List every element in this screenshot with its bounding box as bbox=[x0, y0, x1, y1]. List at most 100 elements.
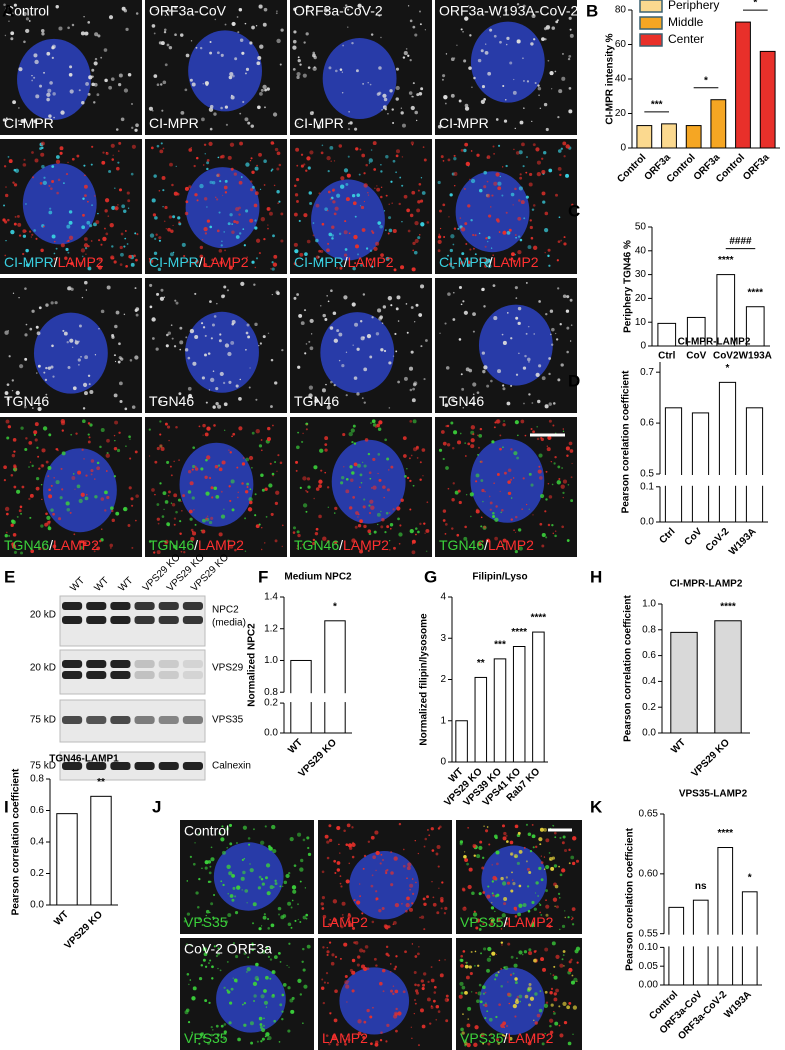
speckle bbox=[389, 523, 394, 527]
speckle bbox=[153, 174, 157, 178]
speckle bbox=[131, 144, 136, 149]
speckle bbox=[543, 920, 545, 923]
speckle bbox=[153, 32, 156, 35]
speckle bbox=[275, 490, 280, 495]
speckle bbox=[542, 967, 547, 972]
speckle bbox=[177, 498, 181, 502]
speckle bbox=[230, 341, 235, 345]
speckle bbox=[329, 326, 334, 330]
significance-label: **** bbox=[511, 627, 527, 638]
speckle bbox=[335, 1043, 339, 1046]
speckle bbox=[367, 192, 369, 194]
speckle bbox=[135, 12, 139, 15]
speckle bbox=[306, 239, 311, 244]
speckle bbox=[210, 1026, 213, 1029]
speckle bbox=[410, 306, 414, 309]
speckle bbox=[568, 960, 572, 964]
speckle bbox=[37, 364, 41, 368]
speckle bbox=[206, 159, 210, 162]
speckle bbox=[371, 231, 375, 234]
speckle bbox=[276, 151, 281, 156]
speckle bbox=[503, 420, 505, 422]
label-part: TGN46 bbox=[439, 393, 484, 409]
speckle bbox=[454, 185, 456, 187]
speckle bbox=[351, 302, 356, 307]
speckle bbox=[100, 243, 103, 246]
speckle bbox=[74, 339, 77, 342]
speckle bbox=[549, 1030, 554, 1034]
speckle bbox=[303, 213, 308, 218]
speckle bbox=[156, 503, 160, 506]
speckle bbox=[392, 159, 396, 163]
significance-label: ns bbox=[695, 881, 707, 892]
speckle bbox=[541, 1034, 544, 1037]
x-tick-label: WT bbox=[52, 909, 71, 928]
speckle bbox=[48, 184, 51, 187]
speckle bbox=[201, 867, 203, 869]
bar bbox=[657, 322, 677, 347]
speckle bbox=[296, 530, 300, 534]
speckle bbox=[385, 871, 388, 875]
speckle bbox=[407, 229, 411, 233]
bar bbox=[474, 676, 488, 763]
speckle bbox=[332, 189, 335, 192]
speckle bbox=[538, 94, 540, 97]
speckle bbox=[486, 155, 491, 159]
speckle bbox=[357, 1031, 362, 1036]
speckle bbox=[528, 870, 532, 874]
speckle bbox=[357, 3, 362, 8]
speckle bbox=[521, 142, 525, 147]
speckle bbox=[518, 884, 522, 888]
speckle bbox=[204, 432, 209, 437]
speckle bbox=[354, 322, 359, 327]
y-tick-label: 0.7 bbox=[640, 367, 654, 378]
speckle bbox=[188, 185, 192, 189]
speckle bbox=[340, 176, 345, 181]
speckle bbox=[80, 492, 85, 497]
speckle bbox=[491, 902, 493, 904]
speckle bbox=[130, 497, 134, 501]
speckle bbox=[478, 188, 483, 193]
speckle bbox=[126, 191, 130, 195]
speckle bbox=[348, 111, 350, 113]
speckle bbox=[513, 451, 518, 456]
speckle bbox=[53, 240, 56, 243]
speckle bbox=[503, 831, 507, 836]
speckle bbox=[559, 173, 562, 177]
speckle bbox=[191, 1031, 194, 1034]
speckle bbox=[194, 467, 199, 471]
image-label: VPS35 bbox=[184, 1030, 228, 1046]
speckle bbox=[271, 970, 276, 975]
speckle bbox=[486, 894, 491, 899]
speckle bbox=[22, 234, 27, 238]
speckle bbox=[194, 334, 199, 339]
speckle bbox=[215, 1024, 219, 1028]
speckle bbox=[304, 352, 307, 355]
speckle bbox=[252, 981, 258, 987]
speckle bbox=[462, 906, 467, 911]
speckle bbox=[493, 34, 497, 38]
speckle bbox=[22, 11, 27, 17]
speckle bbox=[431, 880, 433, 883]
speckle bbox=[51, 56, 54, 59]
speckle bbox=[548, 857, 553, 861]
speckle bbox=[517, 434, 519, 437]
speckle bbox=[184, 186, 189, 191]
speckle bbox=[206, 515, 209, 517]
speckle bbox=[323, 981, 326, 984]
speckle bbox=[134, 450, 138, 454]
legend-label: Middle bbox=[668, 15, 704, 29]
speckle bbox=[17, 222, 22, 227]
speckle bbox=[59, 151, 63, 155]
speckle bbox=[414, 221, 419, 226]
speckle bbox=[390, 871, 394, 875]
speckle bbox=[190, 528, 194, 532]
speckle bbox=[244, 22, 247, 25]
label-part: TGN46 bbox=[149, 393, 194, 409]
speckle bbox=[245, 331, 249, 335]
speckle bbox=[458, 994, 463, 999]
speckle bbox=[388, 512, 391, 514]
speckle bbox=[525, 171, 528, 174]
speckle bbox=[261, 527, 263, 529]
speckle bbox=[115, 310, 120, 315]
